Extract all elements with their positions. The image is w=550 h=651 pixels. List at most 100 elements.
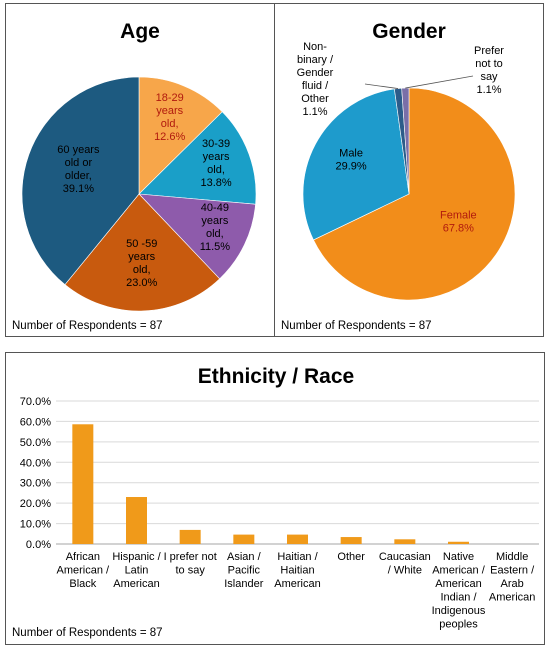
gender-slice-label-line: Male xyxy=(339,147,363,159)
x-category-label-line: Haitian xyxy=(280,565,314,577)
gender-slice-label: Female 67.8% xyxy=(440,210,477,235)
gender-slice-label-line: Female xyxy=(440,210,477,222)
x-category-label-line: American xyxy=(489,592,535,604)
x-category-label-line: Eastern / xyxy=(490,565,535,577)
x-category-label-line: Native xyxy=(443,551,474,563)
age-slice-label: 30-39 years old, 13.8% xyxy=(200,138,231,189)
ethnicity-bar xyxy=(233,534,255,544)
x-category-label: I prefer not to say xyxy=(164,551,217,577)
x-category-label-line: Latin xyxy=(125,565,149,577)
x-category-label-line: Arab xyxy=(501,578,524,590)
age-slice-label-line: 50 -59 xyxy=(126,238,157,250)
gender-chart-panel: Gender Female 67.8% Male 29.9% Non-binary / G… xyxy=(274,3,544,337)
x-category-label-line: Haitian / xyxy=(277,551,318,563)
age-slice-label-line: 23.0% xyxy=(126,277,157,289)
x-category-label: Native American / American Indian / Indigeno… xyxy=(432,551,486,631)
gender-slice-label-line: Non- xyxy=(303,41,327,53)
age-pie-slice xyxy=(138,76,223,195)
age-slice-label-line: 60 years xyxy=(57,144,100,156)
x-category-label: Other xyxy=(337,551,365,563)
x-category-label-line: American xyxy=(274,578,320,590)
x-category-label-line: / White xyxy=(388,565,422,577)
x-category-label-line: Islander xyxy=(224,578,263,590)
ethnicity-bar xyxy=(394,539,416,544)
gender-slice-label-line: 1.1% xyxy=(476,84,501,96)
gender-slice-label-line: fluid / xyxy=(302,80,329,92)
ethnicity-bar xyxy=(72,424,94,544)
x-category-label: Caucasian / White xyxy=(379,551,431,577)
age-slice-label-line: years xyxy=(156,105,183,117)
y-tick-label: 0.0% xyxy=(26,539,51,551)
y-tick-label: 30.0% xyxy=(20,478,51,490)
gender-slice-label: Prefer not to say 1.1% xyxy=(474,45,504,96)
age-slice-label-line: 30-39 xyxy=(202,138,230,150)
ethnicity-chart-title: Ethnicity / Race xyxy=(197,365,355,388)
age-slice-label-line: 40-49 xyxy=(201,202,229,214)
gender-slice-label-line: Prefer xyxy=(474,45,504,57)
gender-slice-label-line: Other xyxy=(301,93,329,105)
gender-pie-slice xyxy=(401,87,410,195)
age-slice-label-line: 13.8% xyxy=(200,177,231,189)
y-tick-label: 60.0% xyxy=(20,416,51,428)
x-category-label-line: to say xyxy=(175,565,205,577)
age-slice-label-line: 18-29 xyxy=(156,92,184,104)
gender-slice-label: Non-binary / Gender fluid / Other 1.1% xyxy=(297,41,334,118)
age-slice-label-line: 39.1% xyxy=(63,183,94,195)
x-category-label-line: peoples xyxy=(439,619,478,631)
x-category-label-line: American / xyxy=(57,565,111,577)
ethnicity-respondents-note: Number of Respondents = 87 xyxy=(12,627,163,639)
x-category-label-line: Asian / xyxy=(227,551,262,563)
gender-pie-slice xyxy=(302,88,410,241)
gender-slice-label-line: 29.9% xyxy=(335,160,366,172)
x-category-label: African American / Black xyxy=(57,551,111,590)
gender-slice-label-line: 1.1% xyxy=(302,106,327,118)
y-tick-label: 20.0% xyxy=(20,498,51,510)
age-pie-slice xyxy=(64,193,221,312)
age-chart-panel: Age 18-29 years old, 12.6% 30-39 years old, 13.… xyxy=(5,3,275,337)
x-category-label-line: Middle xyxy=(496,551,528,563)
x-category-label-line: American xyxy=(113,578,159,590)
ethnicity-bar xyxy=(179,529,201,544)
x-category-label-line: Indian / xyxy=(440,592,477,604)
x-category-label-line: Hispanic / xyxy=(112,551,161,563)
ethnicity-bar xyxy=(340,537,362,544)
ethnicity-bar xyxy=(287,534,308,544)
age-pie-slice xyxy=(138,193,256,280)
age-slice-label-line: years xyxy=(203,151,230,163)
gender-respondents-note: Number of Respondents = 87 xyxy=(281,320,432,332)
gender-slice-label-line: not to xyxy=(475,58,503,70)
age-slice-label: 18-29 years old, 12.6% xyxy=(154,92,185,143)
y-tick-label: 40.0% xyxy=(20,457,51,469)
age-respondents-note: Number of Respondents = 87 xyxy=(12,320,163,332)
x-category-label-line: I prefer not xyxy=(164,551,217,563)
x-category-label: Haitian / Haitian American xyxy=(274,551,320,590)
x-category-label-line: Caucasian xyxy=(379,551,431,563)
leader-line xyxy=(405,75,474,89)
ethnicity-chart-panel: Ethnicity / Race 0.0% 10.0% 20.0% 30.0% 40.0… xyxy=(5,352,545,645)
y-tick-label: 10.0% xyxy=(20,519,51,531)
age-pie-slice xyxy=(138,111,257,205)
ethnicity-bar xyxy=(126,497,147,544)
gender-slice-label-line: binary / xyxy=(297,54,334,66)
age-slice-label: 50 -59 years old, 23.0% xyxy=(126,238,157,289)
x-category-label: Hispanic / Latin American xyxy=(112,551,161,590)
age-slice-label-line: years xyxy=(201,215,228,227)
x-category-label-line: Other xyxy=(337,551,365,563)
x-category-label-line: American / xyxy=(432,565,486,577)
gender-slice-label-line: Gender xyxy=(297,67,334,79)
x-category-label: Middle Eastern / Arab American xyxy=(489,551,535,604)
gender-slice-label-line: 67.8% xyxy=(443,223,474,235)
x-category-label-line: Indigenous xyxy=(432,605,486,617)
x-category-label-line: Black xyxy=(69,578,96,590)
age-slice-label: 40-49 years old, 11.5% xyxy=(200,202,231,253)
age-slice-label: 60 years old or older, 39.1% xyxy=(57,144,100,195)
age-slice-label-line: old, xyxy=(207,164,225,176)
age-slice-label-line: 11.5% xyxy=(200,241,231,253)
x-category-label-line: American xyxy=(435,578,481,590)
gender-slice-label-line: say xyxy=(480,71,498,83)
ethnicity-bar-chart: 0.0% 10.0% 20.0% 30.0% 40.0% 50.0% 60.0% 70.0% A… xyxy=(20,396,539,631)
x-category-label-line: Pacific xyxy=(228,565,261,577)
age-pie-slice xyxy=(21,76,140,286)
gender-pie-slice xyxy=(313,87,516,301)
ethnicity-bar xyxy=(448,541,469,544)
